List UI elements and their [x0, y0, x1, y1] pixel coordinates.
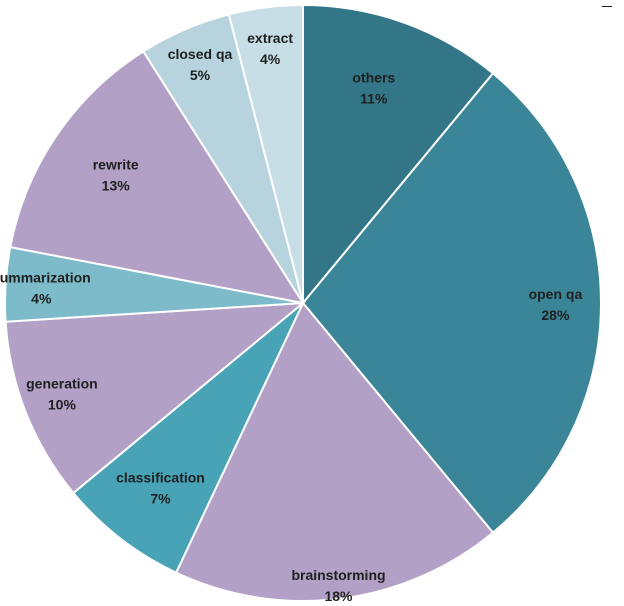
- pie-label-name: closed qa: [168, 46, 233, 62]
- pie-label-name: summarization: [0, 270, 91, 286]
- pie-slice-brainstorming: [174, 301, 495, 602]
- pie-label-generation: generation 10%: [26, 375, 98, 412]
- pie-label-name: others: [352, 70, 395, 86]
- pie-label-name: generation: [26, 375, 98, 391]
- pie-labels: others 11% open qa 28% brainstorming 18% class…: [0, 30, 582, 604]
- pie-label-brainstorming: brainstorming 18%: [291, 567, 385, 604]
- pie-label-percent: 11%: [360, 91, 388, 107]
- pie-label-percent: 28%: [541, 307, 570, 323]
- pie-label-name: open qa: [529, 286, 583, 302]
- pie-slice-rewrite: [9, 50, 306, 305]
- pie-label-classification: classification 7%: [116, 470, 205, 507]
- pie-label-percent: 7%: [150, 491, 171, 507]
- pie-label-percent: 18%: [324, 588, 353, 604]
- pie-label-closed-qa: closed qa 5%: [168, 46, 233, 83]
- pie-slices: [4, 3, 602, 602]
- pie-slice-classification: [71, 302, 304, 574]
- pie-label-others: others 11%: [352, 70, 395, 107]
- corner-mark: [602, 6, 612, 7]
- pie-label-rewrite: rewrite 13%: [93, 157, 139, 194]
- pie-label-percent: 4%: [260, 51, 281, 67]
- pie-label-name: rewrite: [93, 157, 139, 173]
- pie-label-percent: 10%: [48, 396, 77, 412]
- pie-label-percent: 4%: [31, 291, 52, 307]
- pie-slice-open-qa: [301, 71, 602, 535]
- pie-slice-extract: [227, 3, 304, 304]
- pie-label-percent: 13%: [102, 178, 131, 194]
- pie-slice-generation: [4, 301, 307, 495]
- pie-label-summarization: summarization 4%: [0, 270, 91, 307]
- pie-label-name: classification: [116, 470, 205, 486]
- pie-label-open-qa: open qa 28%: [529, 286, 583, 323]
- pie-label-name: extract: [247, 30, 293, 46]
- pie-label-extract: extract 4%: [247, 30, 293, 67]
- pie-label-name: brainstorming: [291, 567, 385, 583]
- pie-slice-others: [302, 3, 495, 306]
- pie-label-percent: 5%: [190, 67, 211, 83]
